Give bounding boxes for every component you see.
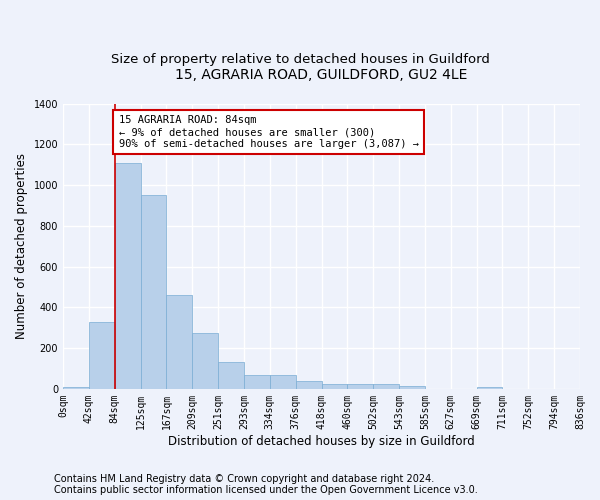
Text: Contains public sector information licensed under the Open Government Licence v3: Contains public sector information licen…	[54, 485, 478, 495]
Y-axis label: Number of detached properties: Number of detached properties	[15, 153, 28, 339]
Text: Contains HM Land Registry data © Crown copyright and database right 2024.: Contains HM Land Registry data © Crown c…	[54, 474, 434, 484]
Bar	[322, 384, 347, 389]
Bar	[373, 384, 399, 389]
Text: Size of property relative to detached houses in Guildford: Size of property relative to detached ho…	[110, 52, 490, 66]
Bar	[192, 333, 218, 389]
Bar	[296, 380, 322, 389]
Bar	[89, 322, 115, 389]
Bar	[63, 387, 89, 389]
Title: 15, AGRARIA ROAD, GUILDFORD, GU2 4LE: 15, AGRARIA ROAD, GUILDFORD, GU2 4LE	[175, 68, 468, 82]
Bar	[218, 362, 244, 389]
Text: 15 AGRARIA ROAD: 84sqm
← 9% of detached houses are smaller (300)
90% of semi-det: 15 AGRARIA ROAD: 84sqm ← 9% of detached …	[119, 116, 419, 148]
Bar	[347, 384, 373, 389]
Bar	[115, 162, 140, 389]
Bar	[244, 374, 270, 389]
Bar	[166, 295, 192, 389]
Bar	[399, 386, 425, 389]
X-axis label: Distribution of detached houses by size in Guildford: Distribution of detached houses by size …	[168, 434, 475, 448]
Bar	[140, 195, 166, 389]
Bar	[270, 374, 296, 389]
Bar	[476, 387, 502, 389]
